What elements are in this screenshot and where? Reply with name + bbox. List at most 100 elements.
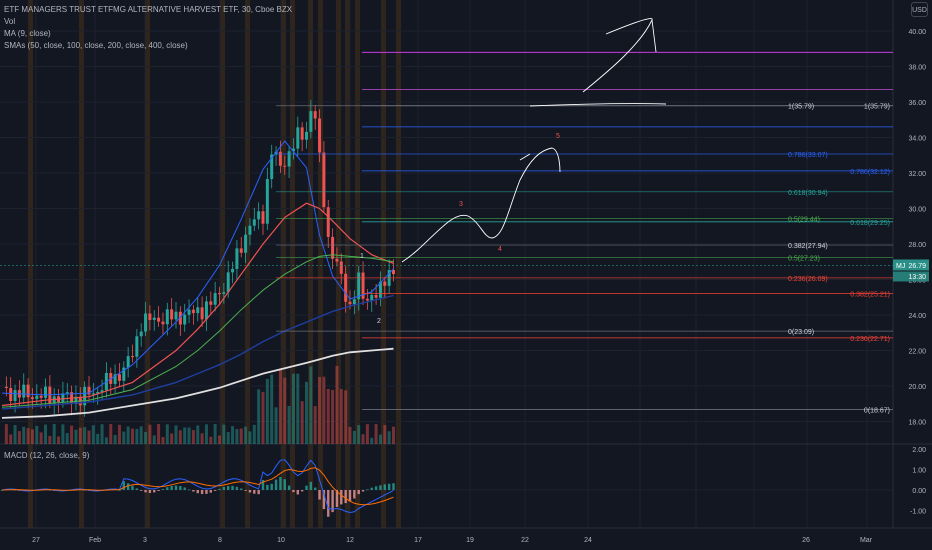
volume-bar bbox=[213, 424, 217, 444]
macd-histogram-bar bbox=[287, 485, 291, 490]
candle bbox=[209, 301, 213, 305]
volume-bar bbox=[17, 431, 21, 444]
macd-histogram-bar bbox=[357, 490, 360, 495]
ma-line-1 bbox=[1, 202, 394, 407]
candle bbox=[39, 395, 43, 398]
candle bbox=[357, 272, 361, 300]
volume-bar bbox=[326, 388, 330, 444]
candle bbox=[165, 309, 169, 325]
macd-histogram-bar bbox=[122, 481, 125, 490]
candle bbox=[113, 374, 117, 384]
volume-bar bbox=[291, 373, 295, 444]
volume-bar bbox=[335, 365, 339, 444]
session-band bbox=[290, 0, 295, 528]
macd-histogram-bar bbox=[0, 490, 4, 491]
session-band bbox=[345, 0, 350, 528]
candle bbox=[248, 225, 252, 235]
macd-histogram-bar bbox=[335, 490, 339, 507]
session-band bbox=[336, 0, 341, 528]
ma-line-0 bbox=[1, 140, 394, 396]
volume-bar bbox=[165, 424, 169, 444]
candle bbox=[278, 151, 282, 166]
volume-bar bbox=[100, 424, 104, 444]
candle bbox=[61, 393, 65, 403]
volume-bar bbox=[61, 424, 65, 444]
currency-button[interactable]: USD bbox=[911, 2, 928, 17]
volume-bar bbox=[218, 435, 221, 444]
volume-bar bbox=[313, 406, 317, 444]
price-axis-tick: 22.00 bbox=[908, 349, 926, 356]
session-band bbox=[355, 0, 360, 528]
candle bbox=[170, 309, 174, 320]
target-drawing bbox=[582, 18, 653, 93]
macd-histogram-bar bbox=[279, 476, 282, 490]
ma-line-2 bbox=[1, 254, 394, 408]
candle bbox=[318, 118, 322, 153]
candle bbox=[287, 151, 291, 167]
candle bbox=[257, 211, 261, 220]
macd-histogram-bar bbox=[161, 489, 165, 490]
macd-histogram-bar bbox=[344, 490, 347, 504]
session-band bbox=[281, 0, 286, 528]
wave-label: 1 bbox=[360, 253, 364, 260]
volume-bar bbox=[39, 432, 43, 444]
volume-bar bbox=[378, 434, 382, 444]
candle bbox=[365, 298, 369, 301]
price-axis-tick: 18.00 bbox=[908, 420, 926, 427]
volume-bar bbox=[239, 428, 243, 444]
candle bbox=[344, 273, 348, 302]
candle bbox=[392, 269, 395, 275]
sma-legend[interactable]: SMAs (50, close, 100, close, 200, close,… bbox=[4, 41, 188, 50]
volume-bar bbox=[9, 434, 13, 444]
ma-line-3 bbox=[1, 294, 394, 410]
macd-histogram-bar bbox=[296, 490, 299, 495]
macd-histogram-bar bbox=[348, 490, 352, 502]
symbol-title[interactable]: ETF MANAGERS TRUST ETFMG ALTERNATIVE HAR… bbox=[4, 5, 293, 14]
price-axis-tick: 20.00 bbox=[908, 384, 926, 391]
macd-histogram-bar bbox=[327, 490, 330, 517]
macd-histogram-bar bbox=[148, 490, 152, 493]
volume-bar bbox=[265, 378, 269, 444]
candle bbox=[178, 311, 182, 325]
candle bbox=[239, 248, 243, 253]
volume-bar bbox=[22, 426, 26, 444]
candle bbox=[309, 111, 313, 132]
session-band bbox=[396, 0, 401, 528]
macd-histogram-bar bbox=[126, 483, 130, 490]
target-drawing bbox=[529, 103, 667, 107]
macd-histogram-bar bbox=[222, 487, 226, 490]
fib-level-label: 0.236(26.09) bbox=[788, 276, 828, 283]
volume-bar bbox=[357, 425, 361, 444]
ma-legend[interactable]: MA (9, close) bbox=[4, 29, 51, 38]
volume-bar bbox=[117, 424, 121, 444]
volume-bar bbox=[74, 429, 78, 444]
macd-histogram-bar bbox=[353, 490, 356, 499]
candle bbox=[87, 386, 91, 395]
session-band bbox=[308, 0, 313, 528]
candle bbox=[370, 294, 374, 301]
volume-bar bbox=[261, 391, 265, 444]
macd-histogram-bar bbox=[131, 485, 134, 490]
volume-bar bbox=[113, 434, 117, 444]
candle bbox=[4, 386, 8, 389]
macd-histogram-bar bbox=[331, 490, 334, 513]
candle bbox=[270, 154, 274, 180]
candle bbox=[65, 392, 69, 394]
volume-bar bbox=[178, 430, 182, 444]
candle bbox=[283, 165, 287, 167]
signal-line bbox=[1, 467, 394, 506]
volume-bar bbox=[152, 435, 156, 444]
macd-histogram-bar bbox=[244, 490, 247, 491]
volume-bar bbox=[361, 434, 365, 444]
volume-legend[interactable]: Vol bbox=[4, 17, 16, 26]
macd-histogram-bar bbox=[387, 483, 391, 490]
candle bbox=[378, 281, 382, 298]
macd-histogram-bar bbox=[270, 483, 273, 490]
candle bbox=[261, 211, 265, 224]
volume-bar bbox=[270, 374, 274, 444]
macd-histogram-bar bbox=[340, 490, 343, 505]
target-drawing bbox=[651, 19, 657, 53]
macd-legend[interactable]: MACD (12, 26, close, 9) bbox=[4, 451, 90, 460]
session-band bbox=[145, 0, 150, 528]
